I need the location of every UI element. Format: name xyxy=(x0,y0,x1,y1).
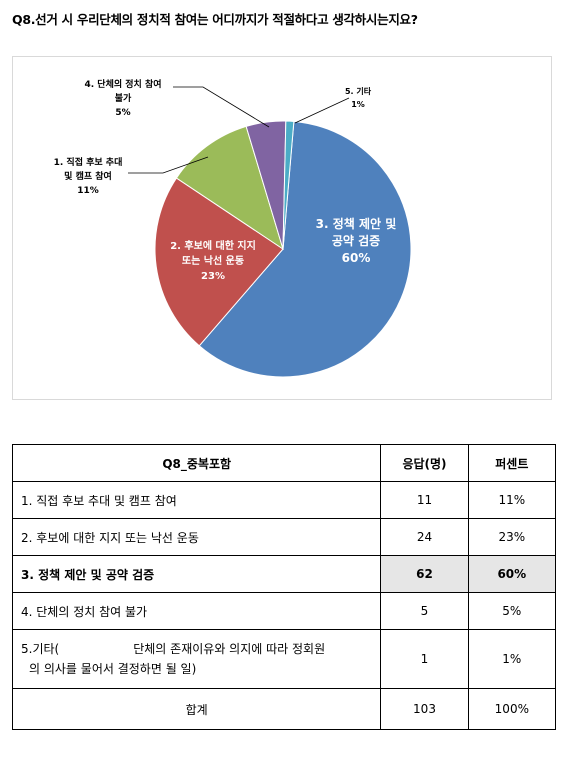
table-row: 2. 후보에 대한 지지 또는 낙선 운동 24 23% xyxy=(11,518,557,556)
slice-category-label: 불가 xyxy=(115,92,132,104)
row-label-etc: 5.기타( 단체의 존재이유와 의지에 따라 정회원 의 의사를 물어서 결정하면… xyxy=(11,629,382,689)
leader-line-4 xyxy=(173,86,270,128)
header-percent: 퍼센트 xyxy=(467,444,557,482)
header-question: Q8_중복포함 xyxy=(11,444,382,482)
slice-percent-label: 60% xyxy=(342,251,371,265)
leader-line-5 xyxy=(294,97,350,124)
slice-percent-label: 23% xyxy=(201,271,225,282)
slice-category-label: 4. 단체의 정치 참여 xyxy=(84,78,161,90)
slice-category-label: 2. 후보에 대한 지지 xyxy=(170,239,256,252)
etc-label-note-line2: 의 의사를 물어서 결정하면 될 일) xyxy=(29,662,197,676)
question-title: Q8.선거 시 우리단체의 정치적 참여는 어디까지가 적절하다고 생각하시는지… xyxy=(12,12,418,27)
row-label: 2. 후보에 대한 지지 또는 낙선 운동 xyxy=(11,518,382,556)
table-header-row: Q8_중복포함 응답(명) 퍼센트 xyxy=(11,444,557,482)
slice-category-label: 또는 낙선 운동 xyxy=(182,254,244,267)
row-percent: 23% xyxy=(467,518,557,556)
etc-label-note: 단체의 존재이유와 의지에 따라 정회원 xyxy=(133,642,326,656)
row-label: 3. 정책 제안 및 공약 검증 xyxy=(11,555,382,593)
row-label: 4. 단체의 정치 참여 불가 xyxy=(11,592,382,630)
total-label: 합계 xyxy=(11,688,382,730)
row-percent: 5% xyxy=(467,592,557,630)
row-count: 1 xyxy=(380,629,469,689)
table-total-row: 합계 103 100% xyxy=(11,688,557,730)
row-count: 62 xyxy=(380,555,469,593)
row-percent: 1% xyxy=(467,629,557,689)
slice-category-label: 1. 직접 후보 추대 xyxy=(54,156,123,168)
pie-slice-5 xyxy=(282,120,295,250)
total-percent: 100% xyxy=(467,688,557,730)
slice-percent-label: 5% xyxy=(115,108,130,118)
slice-percent-label: 1% xyxy=(351,100,365,109)
slice-percent-label: 11% xyxy=(77,186,99,196)
slice-category-label: 공약 검증 xyxy=(332,233,380,248)
leader-line-3 xyxy=(128,156,209,174)
row-label: 1. 직접 후보 추대 및 캠프 참여 xyxy=(11,481,382,519)
table-row: 1. 직접 후보 추대 및 캠프 참여 11 11% xyxy=(11,481,557,519)
pie-slice-1 xyxy=(198,120,412,378)
slice-category-label: 5. 기타 xyxy=(345,86,372,96)
row-count: 11 xyxy=(380,481,469,519)
table-row: 4. 단체의 정치 참여 불가 5 5% xyxy=(11,592,557,630)
table-row-etc: 5.기타( 단체의 존재이유와 의지에 따라 정회원 의 의사를 물어서 결정하면… xyxy=(11,629,557,689)
table-row-highlighted: 3. 정책 제안 및 공약 검증 62 60% xyxy=(11,555,557,593)
slice-category-label: 3. 정책 제안 및 xyxy=(316,216,397,231)
row-count: 24 xyxy=(380,518,469,556)
total-count: 103 xyxy=(380,688,469,730)
row-count: 5 xyxy=(380,592,469,630)
slice-category-label: 및 캠프 참여 xyxy=(64,170,112,182)
etc-label-prefix: 5.기타( xyxy=(21,642,60,656)
pie-slice-2 xyxy=(154,177,284,347)
header-count: 응답(명) xyxy=(380,444,469,482)
row-percent: 60% xyxy=(467,555,557,593)
row-percent: 11% xyxy=(467,481,557,519)
pie-slice-3 xyxy=(175,125,284,251)
results-table: Q8_중복포함 응답(명) 퍼센트 1. 직접 후보 추대 및 캠프 참여 11… xyxy=(11,444,557,730)
